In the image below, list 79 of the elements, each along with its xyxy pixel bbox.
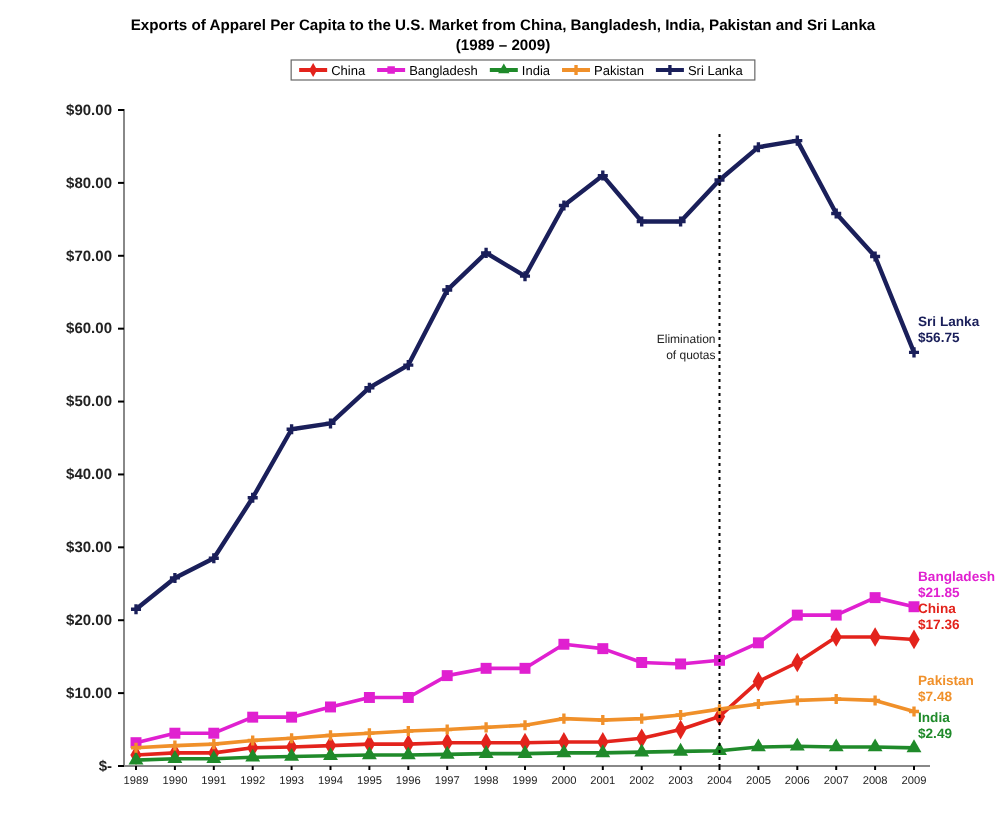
point (636, 216, 647, 227)
point (636, 713, 647, 724)
point (439, 745, 455, 759)
point (675, 216, 686, 227)
point (831, 208, 842, 219)
point (442, 285, 453, 296)
point (636, 657, 648, 668)
point (792, 695, 803, 706)
point (323, 747, 338, 761)
point (519, 271, 531, 282)
point (675, 658, 687, 670)
point (286, 424, 297, 435)
point (714, 654, 725, 666)
point (403, 360, 414, 371)
point (675, 709, 686, 720)
point (247, 735, 258, 746)
point (908, 706, 920, 717)
point (792, 135, 803, 146)
point (169, 572, 180, 583)
point (325, 418, 336, 429)
point (286, 733, 297, 744)
point (867, 738, 883, 752)
point (753, 142, 764, 153)
point (831, 693, 842, 704)
point (363, 692, 375, 703)
point (752, 637, 764, 649)
point (481, 247, 492, 258)
point (206, 750, 222, 764)
point (517, 745, 533, 758)
point (325, 701, 336, 713)
point (364, 382, 375, 393)
point (325, 730, 336, 741)
point (828, 738, 844, 752)
point (284, 747, 300, 761)
point (247, 711, 259, 723)
point (869, 592, 881, 604)
point (364, 728, 375, 739)
point (361, 746, 377, 760)
point (403, 725, 414, 737)
point (130, 742, 142, 753)
point (789, 737, 805, 751)
point (791, 609, 803, 621)
point (169, 740, 180, 751)
point (442, 724, 453, 735)
point (750, 738, 766, 752)
point (519, 720, 531, 731)
point (519, 662, 531, 674)
point (480, 662, 492, 674)
point (906, 739, 922, 753)
point (673, 742, 689, 756)
point (595, 744, 611, 758)
point (908, 347, 920, 358)
point (208, 553, 219, 564)
point (400, 746, 416, 760)
point (558, 200, 569, 211)
point (208, 739, 219, 750)
point (597, 715, 608, 726)
point (870, 695, 881, 706)
point (167, 750, 183, 764)
point (556, 744, 572, 758)
point (481, 722, 492, 733)
point (128, 751, 144, 765)
point (247, 492, 258, 503)
point (558, 638, 570, 650)
point (870, 251, 881, 262)
point (286, 711, 298, 723)
point (130, 604, 142, 615)
point (830, 609, 842, 621)
point (441, 670, 453, 682)
point (753, 699, 764, 710)
point (245, 748, 261, 762)
point (634, 743, 650, 757)
point (597, 643, 609, 655)
point (402, 692, 414, 703)
point (558, 713, 569, 724)
point (597, 170, 608, 181)
point (478, 745, 494, 758)
point (169, 727, 181, 739)
point (208, 727, 220, 739)
